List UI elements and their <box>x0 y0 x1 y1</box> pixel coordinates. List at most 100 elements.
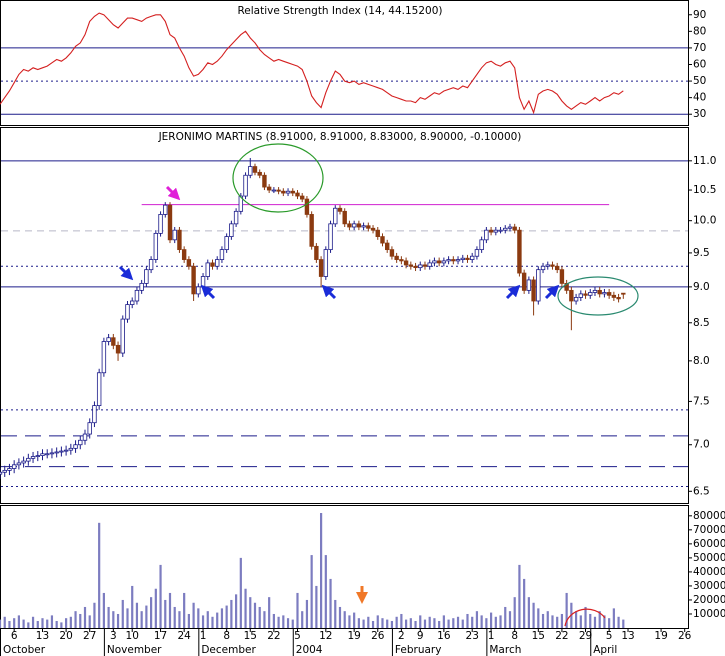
candle-body <box>238 195 244 212</box>
candle-body <box>616 297 621 300</box>
x-tick-label: 22 <box>267 630 280 642</box>
volume-bar <box>216 612 219 628</box>
y-tick-label: 80 <box>693 25 706 37</box>
volume-bar <box>461 619 464 628</box>
volume-bar <box>36 620 39 628</box>
candle-body <box>224 236 229 251</box>
volume-bar <box>589 613 592 628</box>
volume-bar <box>301 611 304 628</box>
candle-body <box>436 260 442 264</box>
candle-body <box>45 453 50 456</box>
month-label: February <box>395 644 442 656</box>
month-label: March <box>489 644 521 656</box>
volume-bar <box>50 615 54 628</box>
x-tick-label: 13 <box>36 630 49 642</box>
candle-body <box>134 289 140 302</box>
volume-bar <box>159 564 162 628</box>
candle-body <box>120 318 125 354</box>
volume-bar <box>518 564 521 628</box>
candle-body <box>257 171 262 176</box>
volume-bar <box>235 594 238 628</box>
candle-body <box>427 262 432 267</box>
volume-bar <box>98 522 101 628</box>
volume-bar <box>46 619 49 628</box>
month-label: December <box>201 644 256 656</box>
candle-body <box>493 229 499 233</box>
candle-body <box>276 189 281 192</box>
volume-bar <box>560 613 564 628</box>
y-tick-label: 70000 <box>693 524 725 536</box>
candle-body <box>351 223 357 228</box>
volume-bar <box>263 611 266 628</box>
x-tick-label: 13 <box>621 630 634 642</box>
candle-body <box>205 262 210 277</box>
candle-body <box>366 225 371 229</box>
candle-body <box>455 259 461 262</box>
candle-body <box>139 282 144 291</box>
x-tick-label: 8 <box>511 630 518 642</box>
candle-body <box>252 166 258 173</box>
candle-body <box>333 207 338 225</box>
x-tick-label: 20 <box>59 630 72 642</box>
candle-body <box>172 229 177 241</box>
volume-bar <box>348 615 351 628</box>
candle-body <box>375 229 380 237</box>
volume-bar <box>480 615 483 628</box>
candle-body <box>422 264 428 267</box>
volume-bar <box>438 620 441 628</box>
x-tick-label: 23 <box>466 630 479 642</box>
volume-bar <box>579 615 582 628</box>
volume-bar <box>376 615 379 628</box>
y-tick-label: 80000 <box>693 510 725 522</box>
candle-body <box>474 249 480 257</box>
volume-bar <box>187 613 190 628</box>
chart-title: Relative Strength Index (14, 44.15200) <box>237 5 442 17</box>
month-label: October <box>3 644 46 656</box>
y-tick-label: 9.5 <box>693 247 710 259</box>
candle-body <box>196 286 201 295</box>
candle-body <box>233 210 239 225</box>
volume-bar <box>150 597 153 628</box>
candle-body <box>356 223 362 228</box>
volume-bar <box>183 592 186 628</box>
y-tick-label: 7.0 <box>693 439 710 451</box>
candle-body <box>148 259 154 271</box>
month-label: April <box>593 644 617 656</box>
candle-body <box>210 262 215 267</box>
candle-body <box>266 186 272 191</box>
volume-bar <box>471 616 474 628</box>
x-tick-label: 16 <box>437 630 451 642</box>
rsi-line <box>0 12 624 115</box>
candle-body <box>540 265 546 271</box>
candle-body <box>281 190 286 194</box>
candle-body <box>399 259 404 262</box>
candle-body <box>418 264 423 269</box>
candle-body <box>408 264 414 267</box>
volume-bar <box>423 619 427 628</box>
y-tick-label: 50000 <box>693 552 725 564</box>
volume-bar <box>513 597 516 628</box>
volume-bar <box>154 588 157 628</box>
candle-body <box>488 229 494 233</box>
candle-body <box>394 255 399 260</box>
volume-bar <box>319 513 323 628</box>
arrow <box>505 284 521 300</box>
candle-body <box>68 447 74 451</box>
y-tick-label: 10000 <box>693 608 725 620</box>
volume-bar <box>112 611 115 628</box>
x-tick-label: 12 <box>319 630 332 642</box>
volume-bar <box>0 619 2 628</box>
candle-body <box>380 236 385 244</box>
x-tick-label: 5 <box>606 630 613 642</box>
candle-body <box>441 260 447 264</box>
volume-bar <box>447 619 450 628</box>
volume-bar <box>145 605 148 628</box>
volume-bar <box>140 611 143 628</box>
candle-body <box>215 259 220 267</box>
volume-bar <box>211 616 214 628</box>
x-tick-label: 15 <box>244 630 257 642</box>
y-tick-label: 30000 <box>693 580 725 592</box>
candle-body <box>554 265 560 271</box>
volume-bar <box>131 585 134 628</box>
volume-bar <box>532 602 535 628</box>
